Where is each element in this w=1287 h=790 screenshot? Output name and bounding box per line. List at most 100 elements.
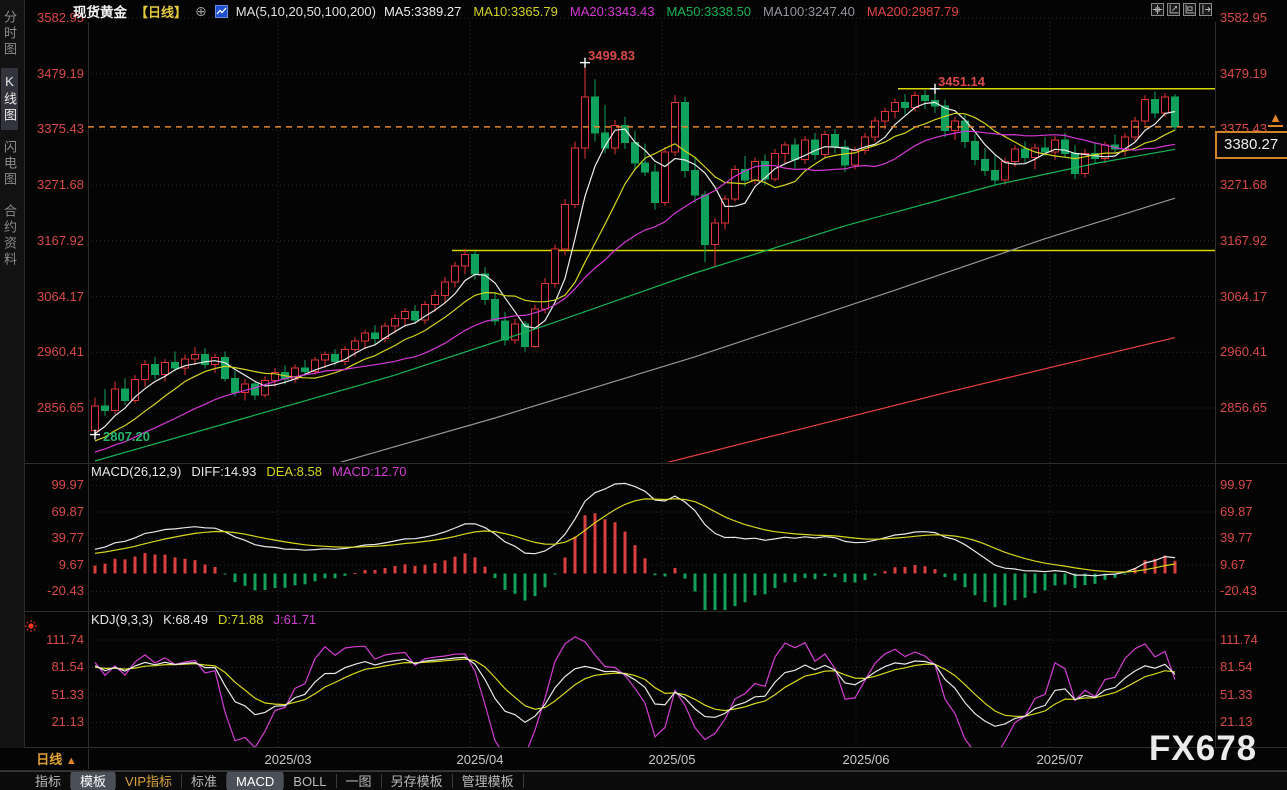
ma-value-0: MA5:3389.27 [383, 3, 462, 19]
kdj-panel-header: KDJ(9,3,3) K:68.49 D:71.88 J:61.71 [91, 612, 316, 627]
kdj-ylabel-right-2: 51.33 [1220, 687, 1253, 702]
main-ylabel-left-7: 2856.65 [37, 400, 84, 416]
toolbar-item-3[interactable]: 标准 [191, 773, 218, 789]
last-price-box: 3380.27 [1215, 131, 1287, 159]
toolbar-separator [335, 774, 337, 788]
last-price-marker-icon: ▲ [1268, 110, 1283, 127]
main-ylabel-left-6: 2960.41 [37, 344, 84, 360]
swing-high-annotation: 3451.14 [938, 74, 985, 89]
toolbar-item-4[interactable]: MACD [227, 771, 284, 790]
macd-diff-value: DIFF:14.93 [191, 464, 257, 479]
toolbar-separator [283, 774, 285, 788]
toolbar-separator [115, 774, 117, 788]
ma-value-1: MA10:3365.79 [473, 3, 558, 19]
ma-parameters-label: MA(5,10,20,50,100,200) [235, 3, 376, 19]
symbol-name: 现货黄金 [73, 5, 127, 20]
sidebar-item-3[interactable]: 合约资料 [2, 204, 17, 268]
main-ylabel-left-0: 3582.95 [37, 10, 84, 25]
kdj-ylabel-right-1: 81.54 [1220, 659, 1253, 675]
macd-ylabel-left-1: 69.87 [51, 503, 84, 519]
macd-ylabel-right-3: 9.67 [1220, 556, 1246, 572]
move-icon[interactable] [1151, 3, 1164, 16]
toolbar-item-2[interactable]: VIP指标 [125, 773, 172, 789]
export-icon[interactable] [1199, 3, 1212, 16]
chart-header: 现货黄金 【日线】 ⊕ MA(5,10,20,50,100,200) MA5:3… [73, 0, 959, 22]
ma-value-4: MA100:3247.40 [763, 3, 855, 19]
period-selector[interactable]: 日线 ▲ [25, 749, 89, 769]
main-ylabel-left-5: 3064.17 [37, 288, 84, 304]
main-ylabel-right-7: 2856.65 [1220, 400, 1267, 416]
macd-ylabel-left-3: 9.67 [58, 556, 84, 572]
kdj-ylabel-right-0: 111.74 [1220, 632, 1258, 647]
main-ylabel-right-6: 2960.41 [1220, 344, 1267, 360]
kdj-ylabel-left-1: 81.54 [51, 659, 84, 675]
kdj-ylabel-left-0: 111.74 [46, 632, 84, 647]
sidebar-item-1[interactable]: K线图 [1, 68, 18, 130]
date-label-3: 2025/06 [842, 752, 890, 767]
macd-ylabel-right-2: 39.77 [1220, 530, 1253, 546]
kdj-j-value: J:61.71 [273, 612, 317, 627]
toolbar-item-1[interactable]: 模板 [71, 771, 116, 790]
main-ylabel-right-3: 3271.68 [1220, 177, 1267, 193]
macd-ylabel-left-0: 99.97 [51, 477, 84, 493]
scale-axis-icon[interactable] [1167, 3, 1180, 16]
macd-ylabel-right-0: 99.97 [1220, 477, 1253, 493]
macd-panel-header: MACD(26,12,9) DIFF:14.93 DEA:8.58 MACD:1… [91, 464, 406, 479]
ma-value-2: MA20:3343.43 [569, 3, 655, 19]
toolbar-separator [226, 774, 228, 788]
header-toolbar-icons [1151, 3, 1212, 16]
toolbar-separator [522, 774, 524, 788]
main-ylabel-left-2: 3375.43 [37, 121, 84, 137]
sidebar-item-2[interactable]: 闪电图 [2, 140, 17, 188]
main-ylabel-right-5: 3064.17 [1220, 288, 1267, 304]
main-ylabel-left-4: 3167.92 [37, 232, 84, 248]
main-ylabel-right-4: 3167.92 [1220, 232, 1267, 248]
toolbar-item-5[interactable]: BOLL [293, 773, 327, 789]
high-price-annotation: 3499.83 [588, 48, 635, 63]
toolbar-separator [181, 774, 182, 788]
macd-ylabel-right-1: 69.87 [1220, 503, 1253, 519]
low-price-annotation: 2807.20 [103, 429, 150, 444]
macd-dea-value: DEA:8.58 [266, 464, 322, 479]
ma-value-5: MA200:2987.79 [866, 3, 959, 19]
period-label: 日线 [36, 752, 63, 767]
date-label-2: 2025/05 [648, 752, 696, 767]
toolbar-item-6[interactable]: 一图 [345, 773, 372, 789]
alert-icon [24, 619, 38, 636]
date-label-0: 2025/03 [264, 752, 312, 767]
macd-ylabel-left-4: -20.43 [47, 583, 84, 599]
pan-axis-icon[interactable] [1183, 3, 1196, 16]
ma-value-3: MA50:3338.50 [666, 3, 752, 19]
period-tag: 【日线】 [135, 4, 188, 20]
main-ylabel-right-1: 3479.19 [1220, 65, 1267, 81]
sidebar: 分时图 K线图闪电图合约资料 [0, 0, 25, 748]
macd-ylabel-right-4: -20.43 [1220, 583, 1257, 599]
toolbar-separator [451, 774, 453, 788]
toolbar-item-7[interactable]: 另存模板 [390, 773, 443, 789]
add-indicator-icon[interactable]: ⊕ [195, 2, 207, 19]
kdj-k-value: K:68.49 [163, 612, 208, 627]
main-ylabel-left-1: 3479.19 [37, 65, 84, 81]
main-ylabel-left-3: 3271.68 [37, 177, 84, 193]
chart-style-icon[interactable] [214, 4, 228, 18]
kdj-d-value: D:71.88 [217, 612, 264, 627]
toolbar-separator [380, 774, 382, 788]
sidebar-item-0[interactable]: 分时图 [2, 10, 17, 58]
period-dropdown-arrow-icon: ▲ [65, 755, 77, 767]
toolbar-separator [70, 774, 72, 788]
watermark: FX678 [1149, 729, 1258, 768]
macd-macd-value: MACD:12.70 [332, 464, 407, 479]
toolbar-item-0[interactable]: 指标 [35, 773, 62, 789]
date-label-4: 2025/07 [1036, 752, 1084, 767]
date-label-1: 2025/04 [456, 752, 504, 767]
kdj-title: KDJ(9,3,3) [91, 612, 154, 627]
macd-title: MACD(26,12,9) [91, 464, 182, 479]
toolbar-item-8[interactable]: 管理模板 [461, 773, 514, 789]
ma-values-group: MA5:3389.27 MA10:3365.79 MA20:3343.43 MA50:… [384, 4, 959, 19]
macd-ylabel-left-2: 39.77 [51, 530, 84, 546]
kdj-ylabel-left-2: 51.33 [51, 687, 84, 702]
bottom-toolbar: 指标 模板 VIP指标 标准 MACD BOLL 一图 另存模板 管理模板 [0, 771, 1287, 790]
kdj-ylabel-right-3: 21.13 [1220, 714, 1253, 730]
